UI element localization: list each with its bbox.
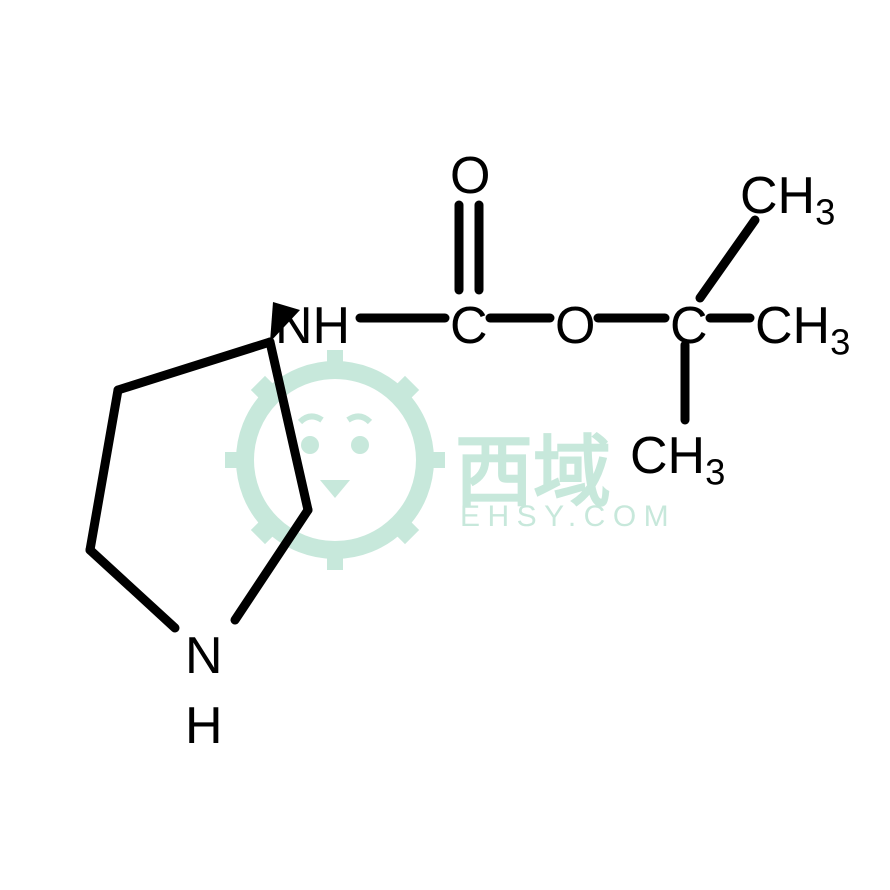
atom-CH3_mid: CH3 — [755, 300, 850, 352]
atom-N_ring: N — [185, 630, 223, 682]
bond-Ct-CH3up — [700, 220, 755, 298]
bond-ring-5-1 — [90, 390, 118, 550]
bond-layer — [0, 0, 890, 890]
atom-H_ring: H — [185, 700, 223, 752]
atom-O_mid: O — [555, 300, 595, 352]
atom-NH_top: NH — [275, 300, 350, 352]
atom-C_tert: C — [670, 300, 708, 352]
atom-CH3_down: CH3 — [630, 430, 725, 482]
bond-ring-3-N — [235, 510, 308, 620]
atom-CH3_up: CH3 — [740, 170, 835, 222]
bond-ring-1-2 — [118, 342, 270, 390]
atom-C_label: C — [450, 300, 488, 352]
diagram-canvas: 西域 EHSY.COM NHCOOCCH3CH3CH3NH — [0, 0, 890, 890]
bond-ring-N-5 — [90, 550, 175, 628]
bond-ring-2-3 — [270, 342, 308, 510]
atom-O_top: O — [450, 150, 490, 202]
